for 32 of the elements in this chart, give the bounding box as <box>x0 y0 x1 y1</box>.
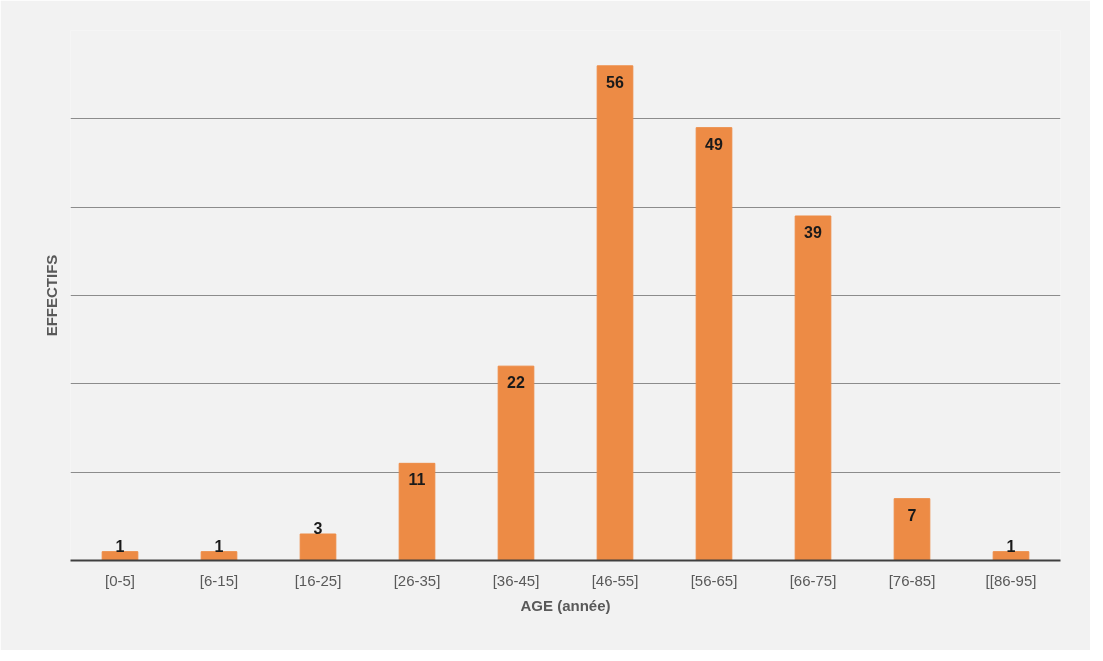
bar <box>398 462 436 561</box>
data-label: 49 <box>705 135 723 153</box>
bar <box>299 533 337 561</box>
bar <box>695 127 733 561</box>
data-label: 39 <box>804 224 822 241</box>
bar <box>200 551 238 561</box>
bar <box>497 365 535 561</box>
data-label: 1 <box>115 537 125 555</box>
x-tick-label: [56-65] <box>690 571 738 589</box>
bar <box>992 551 1030 561</box>
y-axis-title: EFFECTIFS <box>42 254 60 337</box>
x-axis-title: AGE (année) <box>520 596 611 614</box>
x-tick-label: [[86-95] <box>985 571 1037 589</box>
bar <box>101 551 139 561</box>
x-tick-label: [16-25] <box>294 571 342 589</box>
data-label: 56 <box>606 73 624 91</box>
data-label: 22 <box>507 374 525 392</box>
x-tick-label: [0-5] <box>104 571 136 589</box>
x-tick-label: [46-55] <box>591 571 639 589</box>
x-tick-label: [76-85] <box>888 571 936 589</box>
bar <box>794 215 832 561</box>
data-label: 1 <box>214 537 224 555</box>
data-label: 7 <box>907 506 917 524</box>
bar <box>596 65 634 561</box>
data-label: 11 <box>408 471 426 489</box>
x-tick-label: [36-45] <box>492 571 540 589</box>
x-tick-label: [66-75] <box>789 571 837 589</box>
x-tick-label: [6-15] <box>199 571 239 589</box>
data-label: 1 <box>1006 537 1016 555</box>
data-label: 3 <box>313 520 323 537</box>
bar <box>893 498 931 561</box>
x-tick-label: [26-35] <box>393 571 441 589</box>
